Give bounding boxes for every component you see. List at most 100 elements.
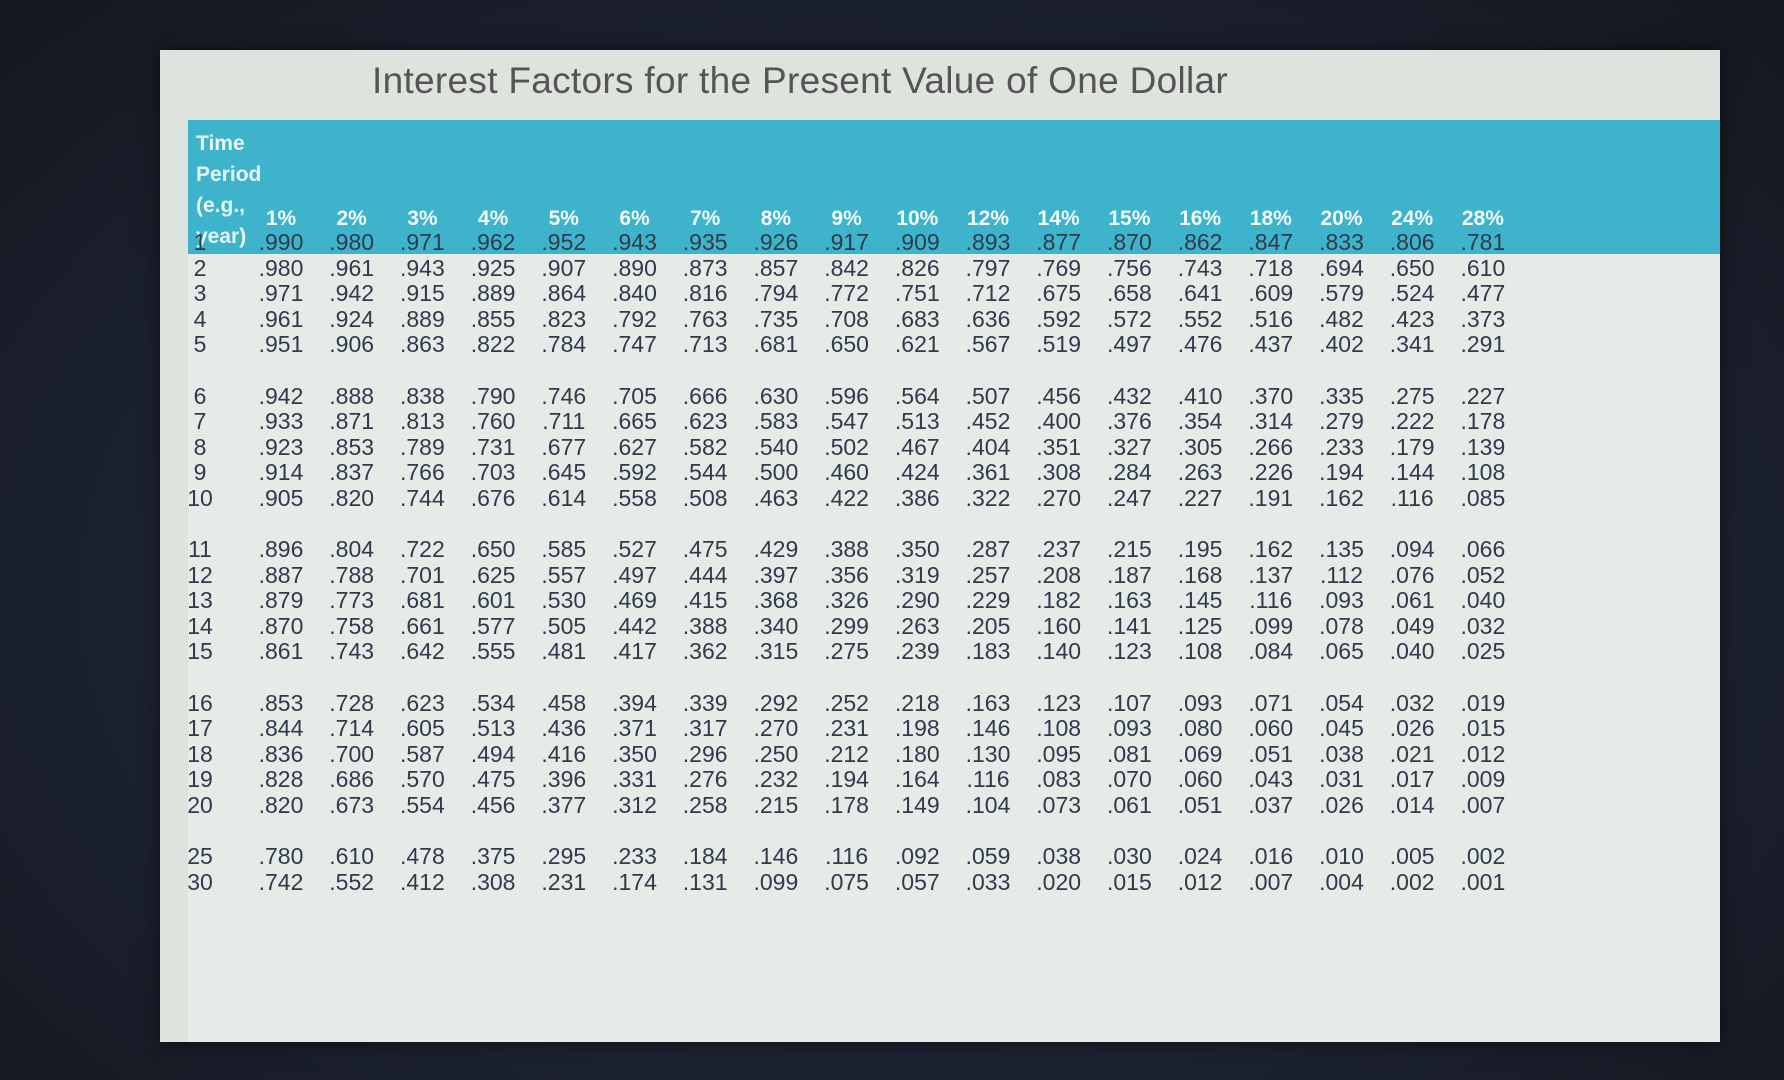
period-label: 25 [187, 843, 213, 869]
factor-cell: .270 [1036, 484, 1082, 511]
factor-cell: .686 [329, 766, 375, 792]
rate-header: 14% [1037, 207, 1080, 230]
factor-cell: .572 [1107, 305, 1152, 332]
factor-cell: .227 [1177, 484, 1223, 511]
factor-cell: .614 [541, 484, 587, 511]
factor-cell: .577 [470, 612, 516, 639]
factor-cell: .864 [541, 280, 587, 306]
factor-cell: .033 [965, 868, 1011, 895]
factor-cell: .705 [612, 382, 657, 409]
rate-header: 28% [1461, 207, 1504, 230]
factor-cell: .396 [541, 766, 587, 792]
factor-cell: .822 [470, 331, 516, 357]
factor-cell: .049 [1389, 612, 1435, 639]
factor-cell: .567 [965, 331, 1011, 357]
factor-cell: .661 [400, 612, 445, 639]
factor-cell: .073 [1036, 791, 1082, 818]
factor-cell: .258 [682, 791, 728, 818]
factor-cell: .642 [400, 638, 445, 664]
factor-cell: .636 [965, 305, 1011, 332]
factor-cell: .195 [1177, 536, 1223, 562]
period-label: 17 [187, 715, 213, 741]
factor-cell: .040 [1460, 587, 1506, 613]
factor-cell: .788 [329, 561, 375, 588]
factor-cell: .547 [824, 408, 869, 434]
factor-cell: .146 [965, 715, 1011, 741]
factor-cell: .641 [1177, 280, 1223, 306]
factor-cell: .444 [682, 561, 728, 588]
factor-cell: .502 [824, 433, 869, 460]
factor-cell: .508 [682, 484, 728, 511]
factor-cell: .377 [541, 791, 587, 818]
factor-cell: .412 [400, 868, 445, 895]
factor-cell: .287 [965, 536, 1011, 562]
factor-cell: .579 [1319, 280, 1364, 306]
factor-cell: .184 [682, 843, 728, 869]
period-label: 11 [188, 536, 212, 562]
factor-cell: .475 [682, 536, 728, 562]
factor-cell: .442 [612, 612, 657, 639]
period-label: 4 [193, 305, 207, 332]
factor-cell: .284 [1107, 459, 1152, 485]
factor-cell: .621 [894, 331, 940, 357]
factor-cell: .007 [1460, 791, 1506, 818]
factor-cell: .250 [753, 740, 799, 767]
factor-cell: .905 [258, 484, 304, 511]
factor-cell: .826 [894, 254, 940, 281]
factor-cell: .107 [1107, 689, 1152, 716]
factor-cell: .460 [824, 459, 869, 485]
rate-header: 5% [548, 207, 579, 230]
factor-cell: .610 [329, 843, 375, 869]
factor-cell: .552 [1177, 305, 1223, 332]
factor-cell: .326 [824, 587, 869, 613]
period-label: 20 [187, 791, 213, 818]
factor-cell: .009 [1460, 766, 1506, 792]
factor-cell: .038 [1319, 740, 1364, 767]
period-label: 8 [193, 433, 207, 460]
factor-cell: .291 [1460, 331, 1506, 357]
factor-cell: .144 [1389, 459, 1435, 485]
factor-cell: .676 [470, 484, 516, 511]
factor-cell: .703 [470, 459, 516, 485]
factor-cell: .012 [1177, 868, 1223, 895]
factor-cell: .564 [894, 382, 940, 409]
factor-cell: .010 [1319, 843, 1364, 869]
factor-cell: .025 [1460, 638, 1506, 664]
factor-cell: .650 [1389, 254, 1435, 281]
factor-cell: .797 [965, 254, 1011, 281]
factor-cell: .002 [1460, 843, 1506, 869]
period-label: 30 [187, 868, 213, 895]
factor-cell: .081 [1107, 740, 1152, 767]
factor-cell: .095 [1036, 740, 1082, 767]
factor-cell: .666 [682, 382, 728, 409]
factor-cell: .104 [965, 791, 1011, 818]
factor-cell: .437 [1248, 331, 1294, 357]
factor-cell: .906 [329, 331, 375, 357]
period-label: 16 [187, 689, 213, 716]
factor-cell: .887 [258, 561, 304, 588]
factor-cell: .069 [1177, 740, 1223, 767]
factor-cell: .135 [1319, 536, 1364, 562]
factor-cell: .376 [1107, 408, 1152, 434]
factor-cell: .037 [1248, 791, 1294, 818]
factor-cell: .544 [682, 459, 728, 485]
factor-cell: .862 [1177, 229, 1223, 255]
factor-cell: .093 [1177, 689, 1223, 716]
factor-cell: .078 [1319, 612, 1364, 639]
factor-cell: .076 [1389, 561, 1435, 588]
factor-cell: .312 [612, 791, 657, 818]
table-body [188, 254, 1720, 1042]
factor-cell: .083 [1036, 766, 1082, 792]
factor-cell: .792 [612, 305, 657, 332]
factor-cell: .417 [612, 638, 657, 664]
factor-cell: .432 [1107, 382, 1152, 409]
factor-cell: .222 [1389, 408, 1435, 434]
factor-cell: .681 [753, 331, 799, 357]
factor-cell: .743 [329, 638, 375, 664]
factor-cell: .889 [470, 280, 516, 306]
factor-cell: .744 [400, 484, 445, 511]
factor-cell: .735 [753, 305, 799, 332]
factor-cell: .123 [1036, 689, 1082, 716]
factor-cell: .712 [965, 280, 1011, 306]
factor-cell: .094 [1389, 536, 1435, 562]
